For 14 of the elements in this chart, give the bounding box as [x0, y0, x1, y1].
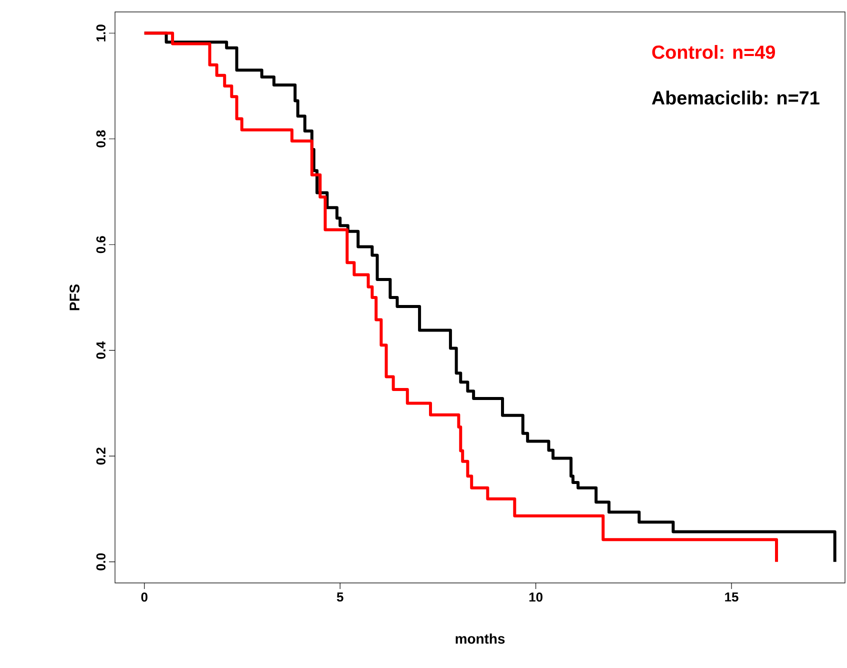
y-axis-title: PFS	[70, 284, 80, 310]
y-tick-label: 0.4	[96, 341, 106, 359]
y-tick-label: 0.8	[96, 130, 106, 148]
text: Control: n=49	[652, 45, 775, 59]
x-tick-label: 10	[529, 592, 542, 602]
y-tick-label: 1.0	[96, 24, 106, 42]
x-tick-label: 5	[336, 592, 344, 602]
x-tick-label: 15	[725, 592, 738, 602]
x-axis-title: months	[456, 634, 505, 644]
x-tick-label: 0	[141, 592, 148, 602]
y-tick-label: 0.6	[96, 236, 106, 254]
text: Abemaciclib: n=71	[652, 90, 820, 105]
y-tick-label: 0.0	[96, 553, 106, 570]
y-tick-label: 0.2	[96, 448, 106, 465]
